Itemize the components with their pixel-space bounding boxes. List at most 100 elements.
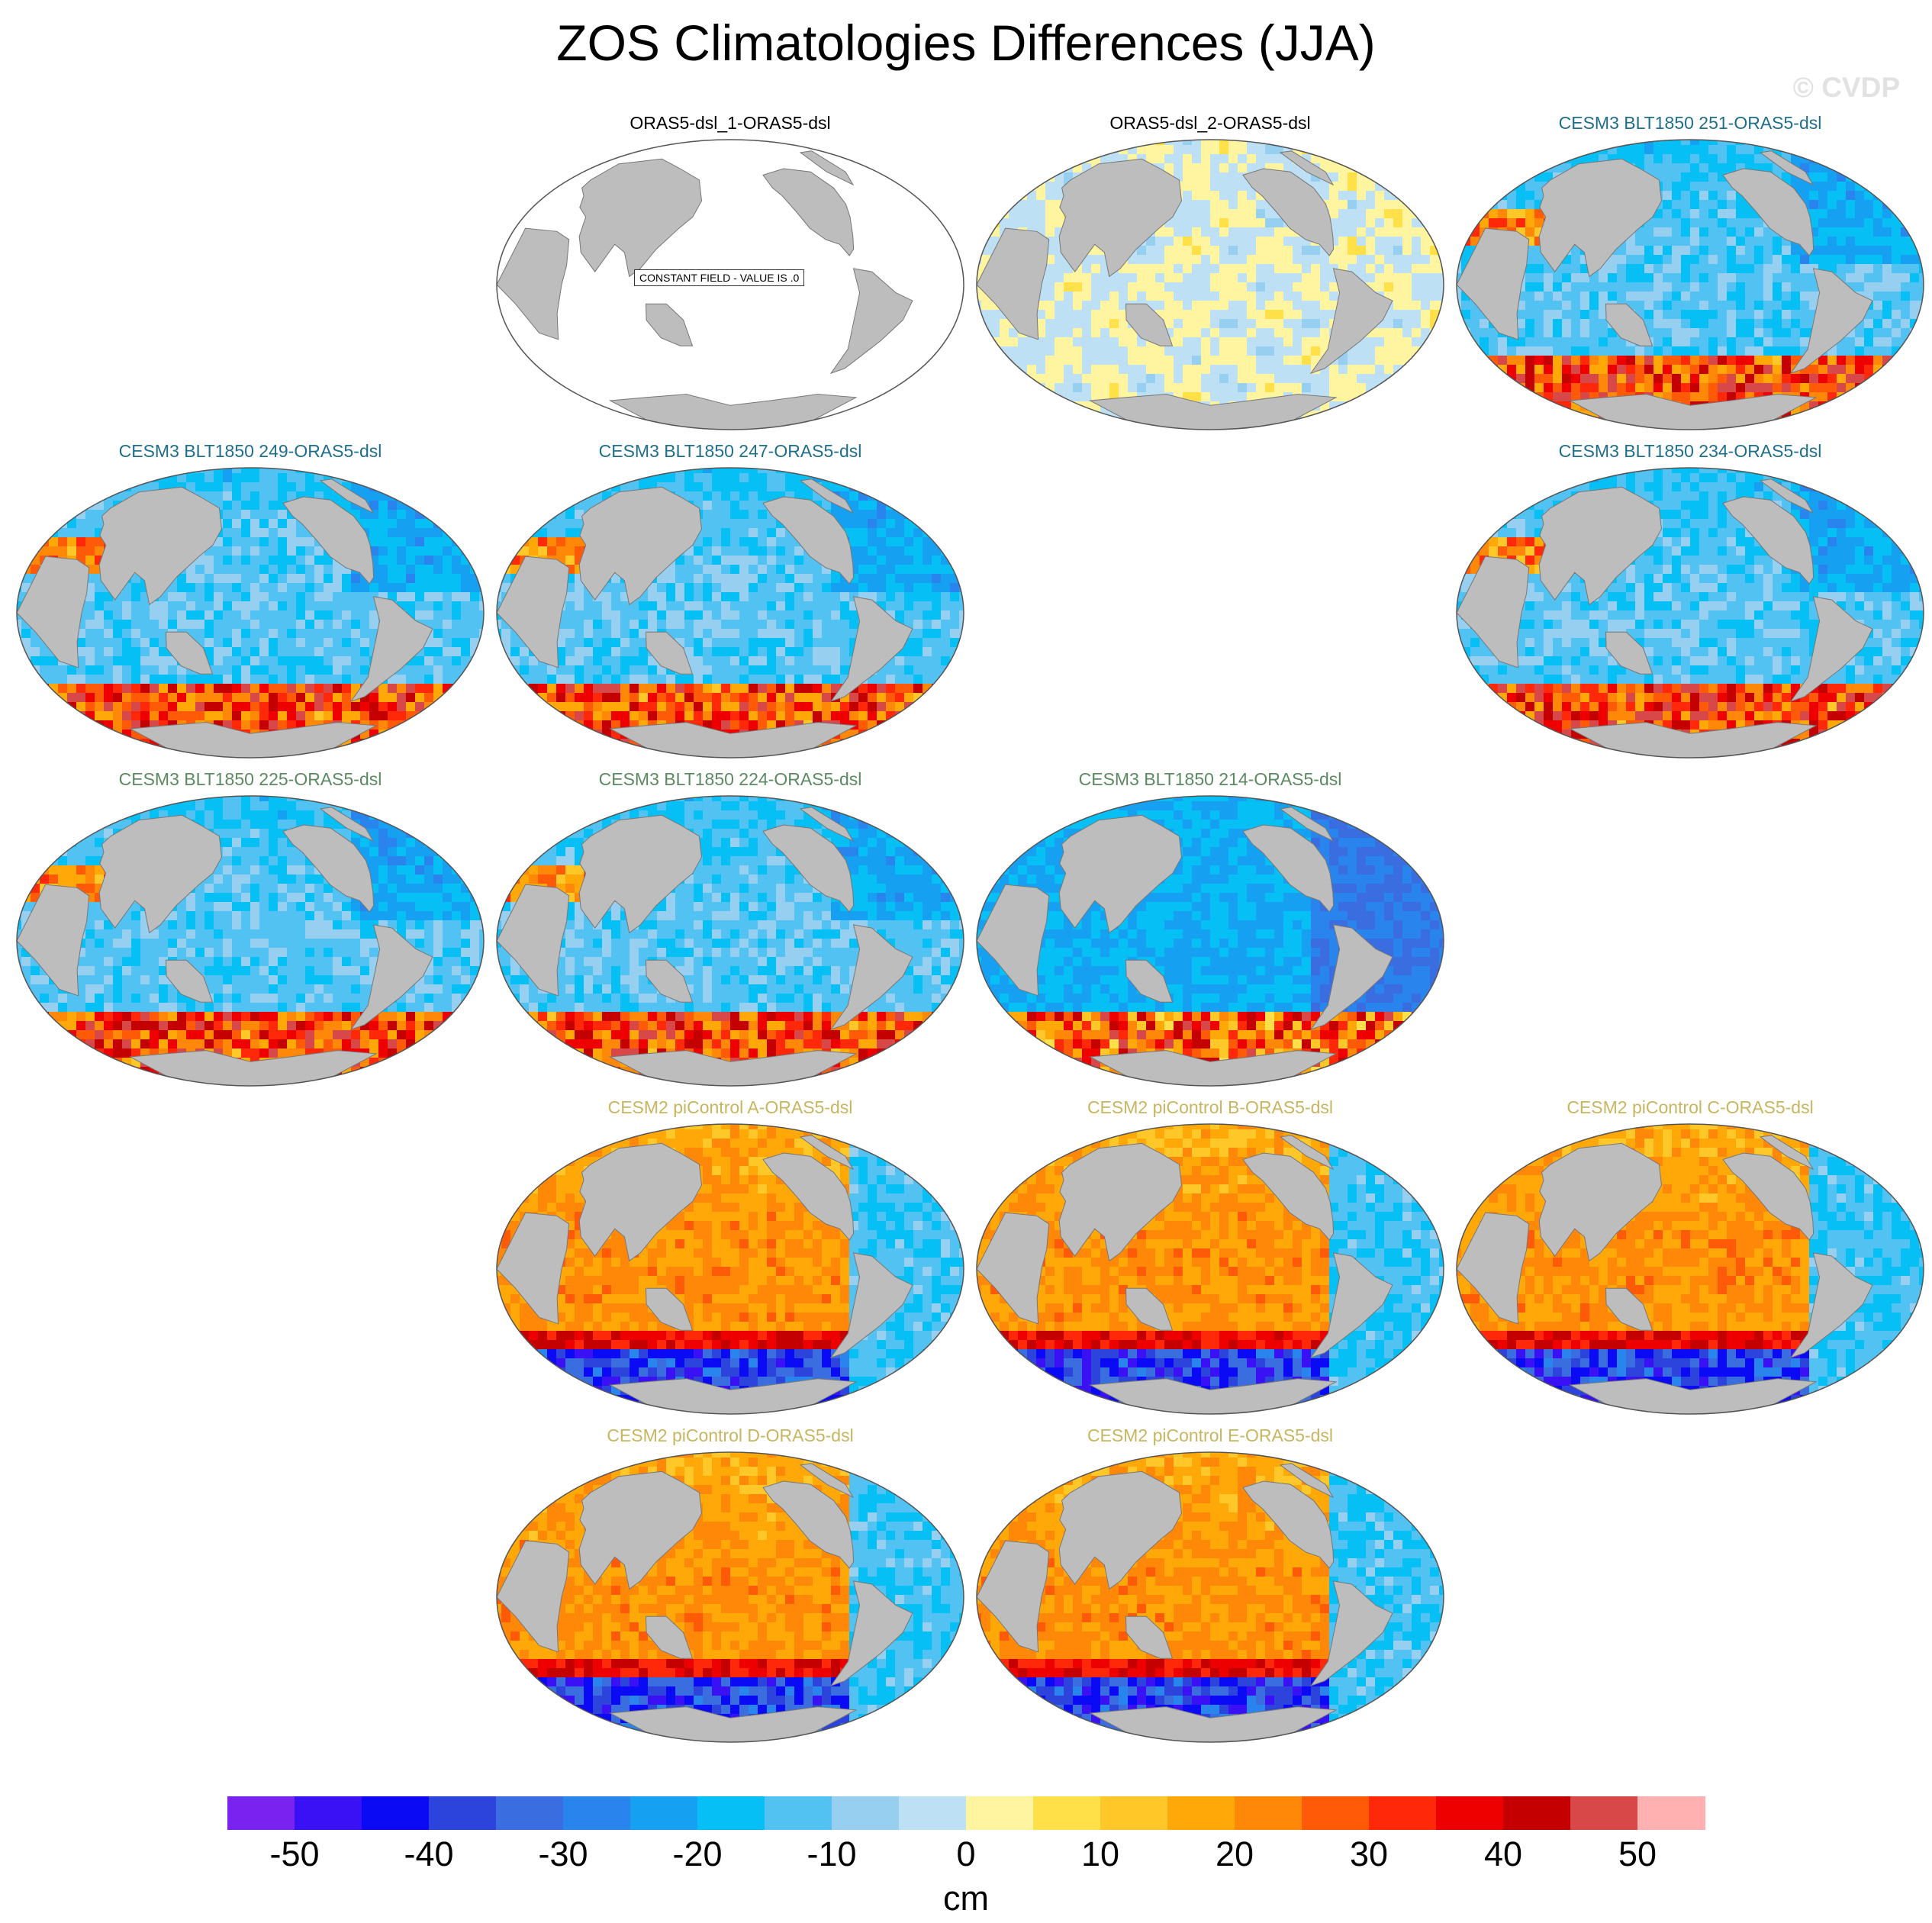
map-outline [1456, 1123, 1924, 1415]
map-outline [1456, 139, 1924, 430]
colorbar-box [496, 1796, 564, 1830]
panel-title: CESM3 BLT1850 249-ORAS5-dsl [12, 441, 488, 462]
land-mass [578, 486, 703, 606]
land-mass [128, 722, 378, 758]
land-mass [977, 1540, 1050, 1653]
land-mass [1242, 824, 1335, 913]
land-mass [1759, 1135, 1814, 1171]
land-mass [1722, 496, 1814, 585]
map-panel: ORAS5-dsl_1-ORAS5-dsl CONSTANT FIELD - VA… [492, 113, 968, 436]
land-mass [1058, 1142, 1183, 1262]
land-mass [829, 924, 913, 1031]
colorbar-unit: cm [0, 1879, 1932, 1918]
land-mass [1242, 1152, 1335, 1241]
panel-title: CESM2 piControl A-ORAS5-dsl [492, 1097, 968, 1118]
land-mass [799, 478, 855, 514]
colorbar-tick-label: -30 [517, 1834, 609, 1874]
colorbar-tick-label: 50 [1592, 1834, 1683, 1874]
panel-title: CESM3 BLT1850 247-ORAS5-dsl [492, 441, 968, 462]
colorbar-box [227, 1796, 295, 1830]
land-mass [799, 1463, 855, 1499]
land-mass [497, 556, 570, 668]
map-outline [16, 795, 485, 1087]
land-mass [17, 884, 90, 997]
land-mass [762, 1480, 855, 1569]
land-mass [497, 227, 570, 340]
land-mass [1279, 150, 1335, 186]
land-mass [578, 1470, 703, 1590]
map-outline [1456, 467, 1924, 759]
land-mass [1457, 1212, 1530, 1325]
land-mass [1789, 268, 1873, 375]
colorbar-box [1369, 1796, 1437, 1830]
panel-title: CESM2 piControl D-ORAS5-dsl [492, 1425, 968, 1446]
robinson-map [1456, 467, 1924, 759]
map-panel: CESM3 BLT1850 249-ORAS5-dsl [12, 441, 488, 765]
land-mass [1789, 596, 1873, 703]
colorbar-box [1235, 1796, 1302, 1830]
land-mass [282, 824, 375, 913]
land-mass [1058, 814, 1183, 934]
land-mass [645, 303, 694, 346]
robinson-map [1456, 139, 1924, 430]
land-mass [1088, 1378, 1338, 1414]
land-mass [1242, 168, 1335, 256]
land-mass [1605, 303, 1653, 346]
land-mass [1789, 1252, 1873, 1359]
land-mass [1279, 1135, 1335, 1171]
land-mass [645, 1287, 694, 1331]
colorbar-box [1503, 1796, 1571, 1830]
map-outline [496, 795, 964, 1087]
land-mass [128, 1050, 378, 1086]
land-mass [1759, 150, 1814, 186]
land-mass [1058, 1470, 1183, 1590]
land-mass [319, 807, 375, 842]
colorbar-box [832, 1796, 900, 1830]
map-panel: CESM2 piControl A-ORAS5-dsl [492, 1097, 968, 1421]
land-mass [1058, 158, 1183, 278]
land-mass [578, 158, 703, 278]
robinson-map [496, 1123, 964, 1415]
colorbar-box [295, 1796, 362, 1830]
land-mass [645, 1615, 694, 1659]
panel-title: CESM3 BLT1850 251-ORAS5-dsl [1452, 113, 1928, 134]
colorbar-box [630, 1796, 698, 1830]
land-mass [1242, 1480, 1335, 1569]
land-mass [1605, 631, 1653, 675]
colorbar-box [1637, 1796, 1705, 1830]
map-outline [976, 795, 1444, 1087]
land-mass [608, 1706, 858, 1742]
land-mass [1279, 1463, 1335, 1499]
map-panel: CESM3 BLT1850 247-ORAS5-dsl [492, 441, 968, 765]
land-mass [1125, 1287, 1174, 1331]
land-mass [1568, 394, 1818, 430]
panel-title: CESM3 BLT1850 225-ORAS5-dsl [12, 769, 488, 790]
land-mass [1605, 1287, 1653, 1331]
colorbar-tick-label: 30 [1323, 1834, 1415, 1874]
colorbar: -50 -40 -30 -20 -10 0 10 20 30 40 50 cm [0, 1796, 1932, 1923]
land-mass [1125, 959, 1174, 1003]
map-panel: CESM2 piControl C-ORAS5-dsl [1452, 1097, 1928, 1421]
land-mass [762, 168, 855, 256]
map-outline [496, 139, 964, 430]
panel-title: CESM3 BLT1850 234-ORAS5-dsl [1452, 441, 1928, 462]
colorbar-box [1100, 1796, 1168, 1830]
map-panel: CESM3 BLT1850 234-ORAS5-dsl [1452, 441, 1928, 765]
panel-title: CESM2 piControl E-ORAS5-dsl [972, 1425, 1448, 1446]
map-outline [976, 1451, 1444, 1743]
colorbar-box [563, 1796, 631, 1830]
map-outline [496, 1123, 964, 1415]
land-mass [977, 884, 1050, 997]
colorbar-box [1570, 1796, 1638, 1830]
panel-title: CESM3 BLT1850 214-ORAS5-dsl [972, 769, 1448, 790]
land-mass [1088, 394, 1338, 430]
land-mass [645, 959, 694, 1003]
map-outline [976, 1123, 1444, 1415]
land-mass [829, 1252, 913, 1359]
colorbar-tick-label: -10 [786, 1834, 877, 1874]
colorbar-box [1302, 1796, 1370, 1830]
land-mass [578, 814, 703, 934]
colorbar-box [429, 1796, 497, 1830]
robinson-map [976, 1451, 1444, 1743]
robinson-map [976, 139, 1444, 430]
